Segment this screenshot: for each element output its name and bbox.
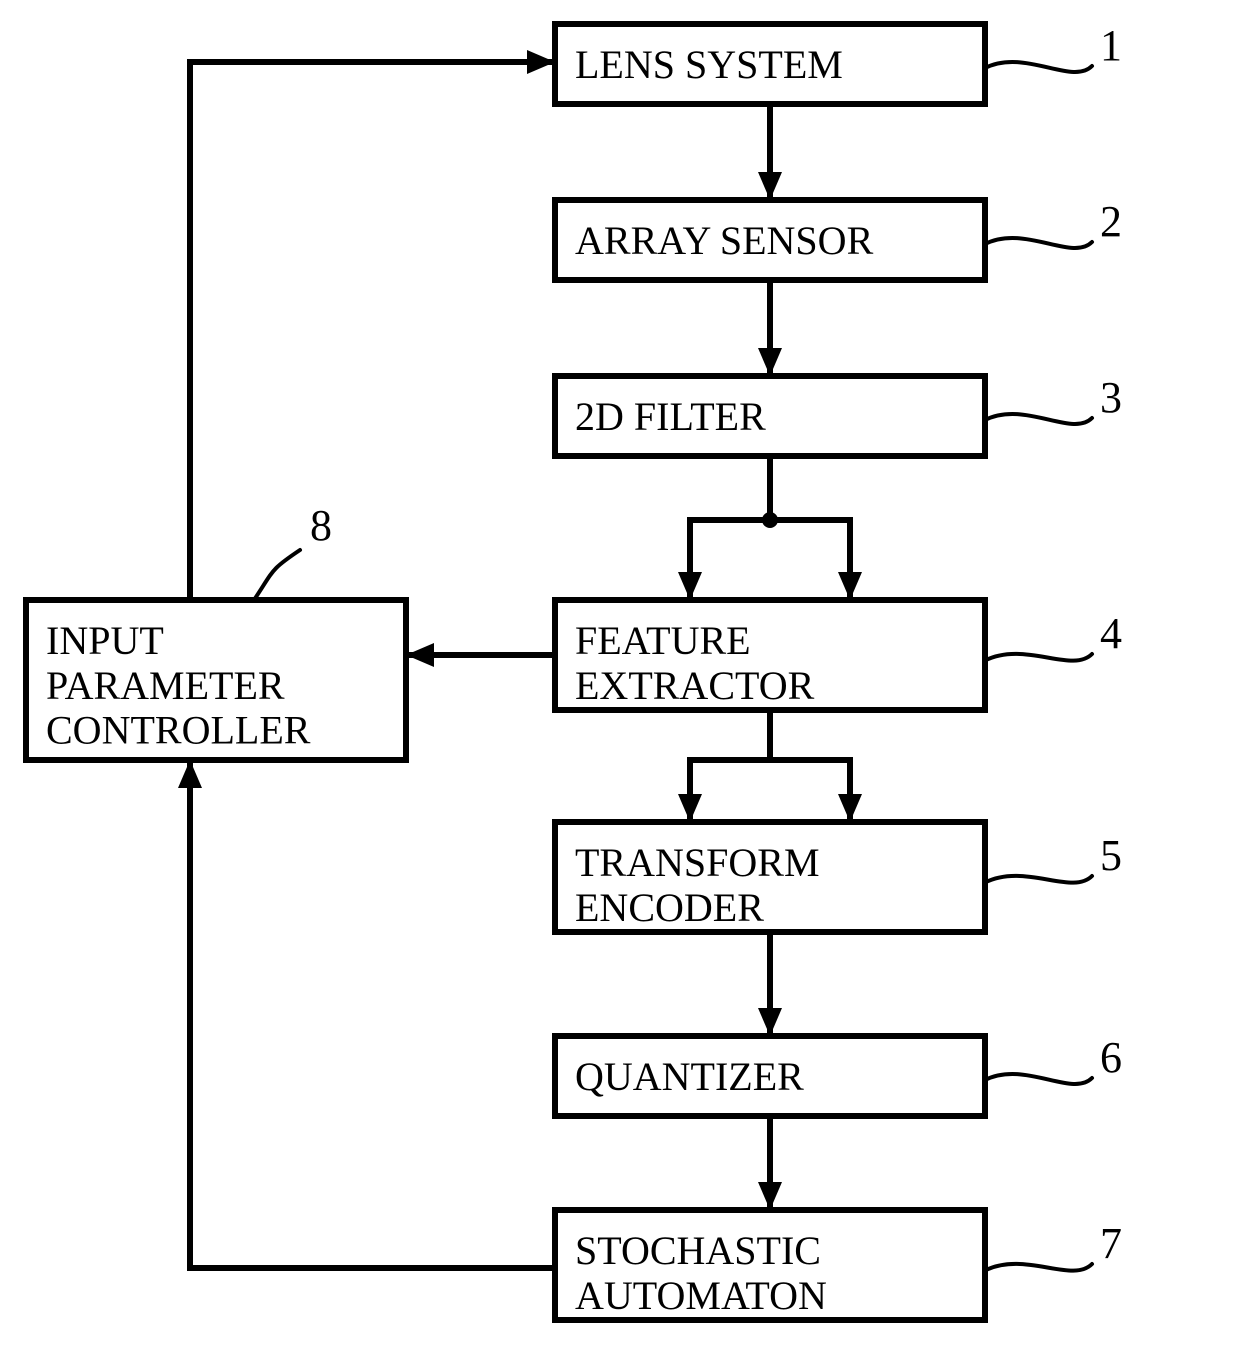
block-label: STOCHASTIC — [575, 1228, 821, 1273]
ref-label-1: 1 — [1100, 21, 1122, 70]
leader-line — [985, 238, 1092, 248]
block-label: ENCODER — [575, 885, 764, 930]
leader-line — [985, 62, 1092, 72]
diagram-root: LENS SYSTEMARRAY SENSOR2D FILTERFEATUREE… — [0, 0, 1240, 1360]
block-label: TRANSFORM — [575, 840, 820, 885]
block-label: EXTRACTOR — [575, 663, 815, 708]
leader-line — [985, 1264, 1092, 1271]
leader-line — [985, 1074, 1092, 1084]
leader-line — [985, 876, 1092, 883]
ref-label-4: 4 — [1100, 609, 1122, 658]
ref-label-2: 2 — [1100, 197, 1122, 246]
block-label: FEATURE — [575, 618, 751, 663]
leader-line — [985, 414, 1092, 424]
ref-label-8: 8 — [310, 501, 332, 550]
block-label: CONTROLLER — [46, 708, 311, 753]
ref-label-5: 5 — [1100, 831, 1122, 880]
block-label: LENS SYSTEM — [575, 42, 843, 87]
ref-label-3: 3 — [1100, 373, 1122, 422]
block-label: INPUT — [46, 618, 164, 663]
ref-label-6: 6 — [1100, 1033, 1122, 1082]
ref-label-7: 7 — [1100, 1219, 1122, 1268]
leader-line — [985, 654, 1092, 661]
block-label: AUTOMATON — [575, 1273, 827, 1318]
block-label: QUANTIZER — [575, 1054, 804, 1099]
block-label: 2D FILTER — [575, 394, 766, 439]
leader-line — [254, 550, 300, 600]
block-label: ARRAY SENSOR — [575, 218, 874, 263]
block-label: PARAMETER — [46, 663, 285, 708]
